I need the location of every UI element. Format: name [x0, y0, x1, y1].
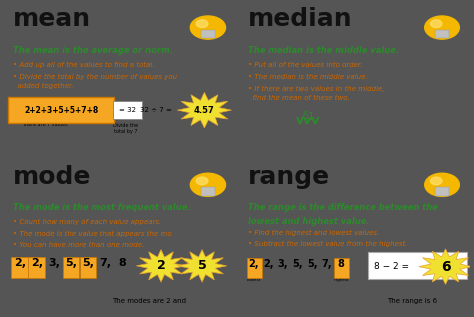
Text: • You can have more than one mode.: • You can have more than one mode.	[13, 242, 145, 248]
FancyBboxPatch shape	[368, 252, 467, 279]
Text: 8: 8	[118, 258, 127, 268]
FancyBboxPatch shape	[80, 257, 97, 278]
Text: added together.: added together.	[13, 83, 73, 89]
Text: 8 − 2 =: 8 − 2 =	[374, 262, 409, 271]
Text: 2,: 2,	[31, 258, 43, 268]
Text: 5,: 5,	[82, 258, 94, 268]
Text: 2: 2	[156, 259, 165, 272]
Text: The mean is the average or norm.: The mean is the average or norm.	[13, 46, 173, 55]
Polygon shape	[177, 92, 231, 128]
FancyBboxPatch shape	[113, 101, 142, 120]
FancyBboxPatch shape	[435, 187, 449, 196]
Text: 5,: 5,	[307, 259, 317, 268]
Text: • If there are two values in the middle,: • If there are two values in the middle,	[248, 86, 385, 92]
Text: 2,: 2,	[14, 258, 26, 268]
Polygon shape	[419, 249, 472, 284]
Text: vvv: vvv	[296, 114, 320, 127]
Text: median: median	[248, 8, 353, 31]
Text: 3,: 3,	[278, 259, 288, 268]
Text: The range is the difference between the: The range is the difference between the	[248, 203, 438, 212]
Text: 3,: 3,	[48, 258, 60, 268]
Text: • Put all of the values into order.: • Put all of the values into order.	[248, 61, 363, 68]
Circle shape	[196, 177, 208, 185]
Text: lowest and highest value.: lowest and highest value.	[248, 217, 370, 226]
Text: 2+2+3+5+5+7+8: 2+2+3+5+5+7+8	[24, 106, 99, 115]
Text: = 32: = 32	[119, 107, 136, 113]
FancyBboxPatch shape	[201, 187, 215, 196]
Text: 4.57: 4.57	[194, 106, 215, 115]
Circle shape	[425, 16, 459, 39]
FancyBboxPatch shape	[9, 97, 114, 123]
Text: • Divide the total by the number of values you: • Divide the total by the number of valu…	[13, 74, 177, 80]
Text: Lowest: Lowest	[247, 277, 261, 281]
FancyBboxPatch shape	[334, 258, 349, 278]
Text: 7,: 7,	[321, 259, 332, 268]
FancyBboxPatch shape	[201, 30, 215, 38]
Circle shape	[425, 173, 459, 196]
Text: • Count how many of each value appears.: • Count how many of each value appears.	[13, 219, 162, 225]
FancyBboxPatch shape	[247, 258, 262, 278]
Text: • Subtract the lowest value from the highest.: • Subtract the lowest value from the hig…	[248, 241, 408, 247]
Text: mean: mean	[13, 8, 91, 31]
Text: The modes are 2 and: The modes are 2 and	[112, 298, 186, 304]
Text: find the mean of these two.: find the mean of these two.	[248, 95, 350, 101]
Text: range: range	[248, 165, 330, 189]
Polygon shape	[137, 249, 186, 282]
Text: 5,: 5,	[65, 258, 77, 268]
Text: 2,: 2,	[263, 259, 273, 268]
FancyBboxPatch shape	[63, 257, 79, 278]
Text: Divide the
total by 7: Divide the total by 7	[113, 123, 138, 134]
Text: 5: 5	[198, 259, 207, 272]
FancyBboxPatch shape	[11, 257, 28, 278]
Text: The range is 6: The range is 6	[387, 298, 437, 304]
Circle shape	[191, 16, 226, 39]
FancyBboxPatch shape	[435, 30, 449, 38]
Text: mode: mode	[13, 165, 91, 189]
Text: 6: 6	[441, 260, 450, 274]
Text: • The median is the middle value.: • The median is the middle value.	[248, 74, 368, 80]
Text: 5,: 5,	[292, 259, 303, 268]
Polygon shape	[177, 249, 227, 282]
Circle shape	[191, 173, 226, 196]
Circle shape	[430, 20, 442, 28]
Text: • The mode is the value that appears the mo: • The mode is the value that appears the…	[13, 231, 172, 237]
Text: 8: 8	[337, 259, 345, 268]
Text: ὅ1: ὅ1	[301, 112, 315, 122]
Text: There are 7 values: There are 7 values	[22, 122, 68, 127]
Text: 2,: 2,	[249, 259, 259, 268]
FancyBboxPatch shape	[28, 257, 45, 278]
Text: 7,: 7,	[100, 258, 111, 268]
Text: • Find the highest and lowest values.: • Find the highest and lowest values.	[248, 230, 379, 236]
Text: Highest: Highest	[333, 277, 349, 281]
Text: 32 ÷ 7 =: 32 ÷ 7 =	[140, 107, 172, 113]
Circle shape	[196, 20, 208, 28]
Circle shape	[430, 177, 442, 185]
Text: The mode is the most frequent value.: The mode is the most frequent value.	[13, 203, 191, 212]
Text: • Add up all of the values to find a total.: • Add up all of the values to find a tot…	[13, 61, 155, 68]
Text: The median is the middle value.: The median is the middle value.	[248, 46, 399, 55]
